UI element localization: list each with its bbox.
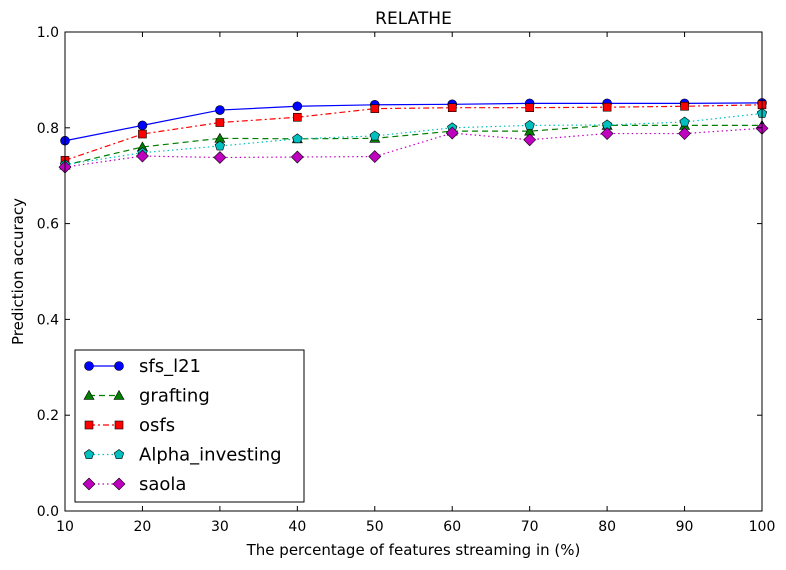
data-point-saola: [523, 133, 537, 147]
data-point-alpha-investing: [524, 120, 535, 130]
legend-label-alpha-investing: Alpha_investing: [139, 445, 282, 466]
data-point-osfs: [370, 104, 380, 113]
data-point-osfs: [215, 118, 225, 127]
y-tick-label: 1.0: [37, 25, 59, 41]
legend-marker-osfs: [84, 420, 94, 430]
data-point-sfs-l21: [137, 120, 148, 131]
legend-label-sfs-l21: sfs_l21: [139, 356, 201, 377]
data-point-osfs: [447, 103, 457, 112]
legend-marker-saola: [112, 477, 126, 491]
data-point-saola: [600, 127, 614, 140]
series-line-sfs-l21: [64, 102, 763, 142]
legend-label-grafting: grafting: [139, 386, 210, 407]
series-alpha-investing: [59, 108, 768, 170]
data-point-osfs: [138, 129, 147, 139]
legend-marker-grafting: [113, 389, 125, 400]
legend-marker-sfs-l21: [114, 361, 124, 371]
x-tick-label: 10: [56, 519, 74, 535]
data-point-saola: [290, 150, 304, 164]
y-tick-label: 0.6: [37, 217, 59, 233]
data-point-alpha-investing: [369, 130, 380, 141]
legend-marker-saola: [82, 477, 96, 491]
chart-title: RELATHE: [375, 9, 452, 29]
series-line-osfs: [64, 104, 763, 161]
series-sfs-l21: [60, 98, 767, 146]
x-tick-label: 90: [676, 519, 694, 535]
data-point-saola: [213, 151, 227, 164]
y-tick-label: 0.8: [37, 121, 59, 137]
x-tick-label: 20: [134, 519, 152, 535]
data-point-saola: [368, 150, 382, 163]
series-saola: [58, 121, 769, 174]
y-tick-label: 0.2: [37, 408, 59, 424]
y-tick-label: 0.4: [37, 312, 59, 328]
legend-marker-alpha-investing: [113, 449, 125, 459]
data-point-osfs: [680, 101, 689, 111]
legend-box: [74, 349, 305, 503]
data-point-osfs: [293, 112, 302, 122]
legend-marker-osfs: [114, 420, 124, 430]
data-point-alpha-investing: [292, 133, 303, 144]
data-point-saola: [136, 149, 149, 163]
series-osfs: [60, 100, 767, 165]
legend-marker-grafting: [83, 389, 95, 400]
series-line-grafting: [64, 124, 762, 166]
data-point-alpha-investing: [679, 116, 690, 127]
data-point-sfs-l21: [292, 101, 303, 112]
x-tick-label: 80: [598, 519, 616, 535]
legend-label-osfs: osfs: [139, 415, 175, 436]
series-line-saola: [64, 127, 763, 168]
y-tick-label: 0.0: [37, 504, 59, 520]
data-point-osfs: [602, 102, 612, 112]
x-axis-label: The percentage of features streaming in …: [246, 541, 581, 559]
data-point-sfs-l21: [215, 105, 225, 115]
x-tick-label: 100: [749, 519, 776, 535]
x-tick-label: 70: [521, 519, 539, 535]
plot-frame: [64, 31, 763, 512]
data-point-saola: [445, 126, 459, 140]
x-tick-label: 50: [366, 519, 384, 535]
data-point-alpha-investing: [214, 140, 225, 151]
x-tick-label: 40: [288, 519, 306, 535]
x-tick-label: 60: [443, 519, 461, 535]
y-axis-label: Prediction accuracy: [9, 198, 27, 345]
data-point-osfs: [525, 103, 534, 112]
x-tick-label: 30: [211, 519, 229, 535]
legend-marker-alpha-investing: [83, 449, 95, 459]
series-line-alpha-investing: [64, 112, 763, 166]
legend-label-saola: saola: [139, 474, 186, 495]
data-point-saola: [678, 127, 691, 140]
legend-marker-sfs-l21: [84, 361, 94, 371]
